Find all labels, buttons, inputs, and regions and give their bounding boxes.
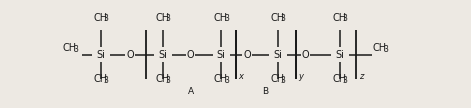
Text: y: y xyxy=(299,72,304,81)
Text: 3: 3 xyxy=(281,76,285,85)
Text: CH: CH xyxy=(155,13,170,23)
Text: 3: 3 xyxy=(281,14,285,23)
Text: z: z xyxy=(359,72,363,81)
Text: O: O xyxy=(187,50,194,60)
Text: A: A xyxy=(188,87,194,96)
Text: 3: 3 xyxy=(384,45,389,54)
Text: CH: CH xyxy=(270,13,284,23)
Text: B: B xyxy=(262,87,268,96)
Text: 3: 3 xyxy=(342,14,348,23)
Text: 3: 3 xyxy=(104,76,108,85)
Text: 3: 3 xyxy=(342,76,348,85)
Text: O: O xyxy=(243,50,251,60)
Text: 3: 3 xyxy=(73,45,78,54)
Text: 3: 3 xyxy=(224,14,229,23)
Text: 3: 3 xyxy=(224,76,229,85)
Text: CH: CH xyxy=(214,74,228,84)
Text: CH: CH xyxy=(93,74,107,84)
Text: 3: 3 xyxy=(104,14,108,23)
Text: CH: CH xyxy=(214,13,228,23)
Text: Si: Si xyxy=(217,50,226,60)
Text: Si: Si xyxy=(274,50,282,60)
Text: Si: Si xyxy=(158,50,167,60)
Text: Si: Si xyxy=(97,50,106,60)
Text: CH: CH xyxy=(333,13,347,23)
Text: CH: CH xyxy=(373,43,387,53)
Text: Si: Si xyxy=(335,50,344,60)
Text: CH: CH xyxy=(333,74,347,84)
Text: O: O xyxy=(126,50,134,60)
Text: O: O xyxy=(301,50,309,60)
Text: CH: CH xyxy=(63,43,77,53)
Text: CH: CH xyxy=(93,13,107,23)
Text: CH: CH xyxy=(270,74,284,84)
Text: 3: 3 xyxy=(166,14,171,23)
Text: 3: 3 xyxy=(166,76,171,85)
Text: x: x xyxy=(238,72,243,81)
Text: CH: CH xyxy=(155,74,170,84)
